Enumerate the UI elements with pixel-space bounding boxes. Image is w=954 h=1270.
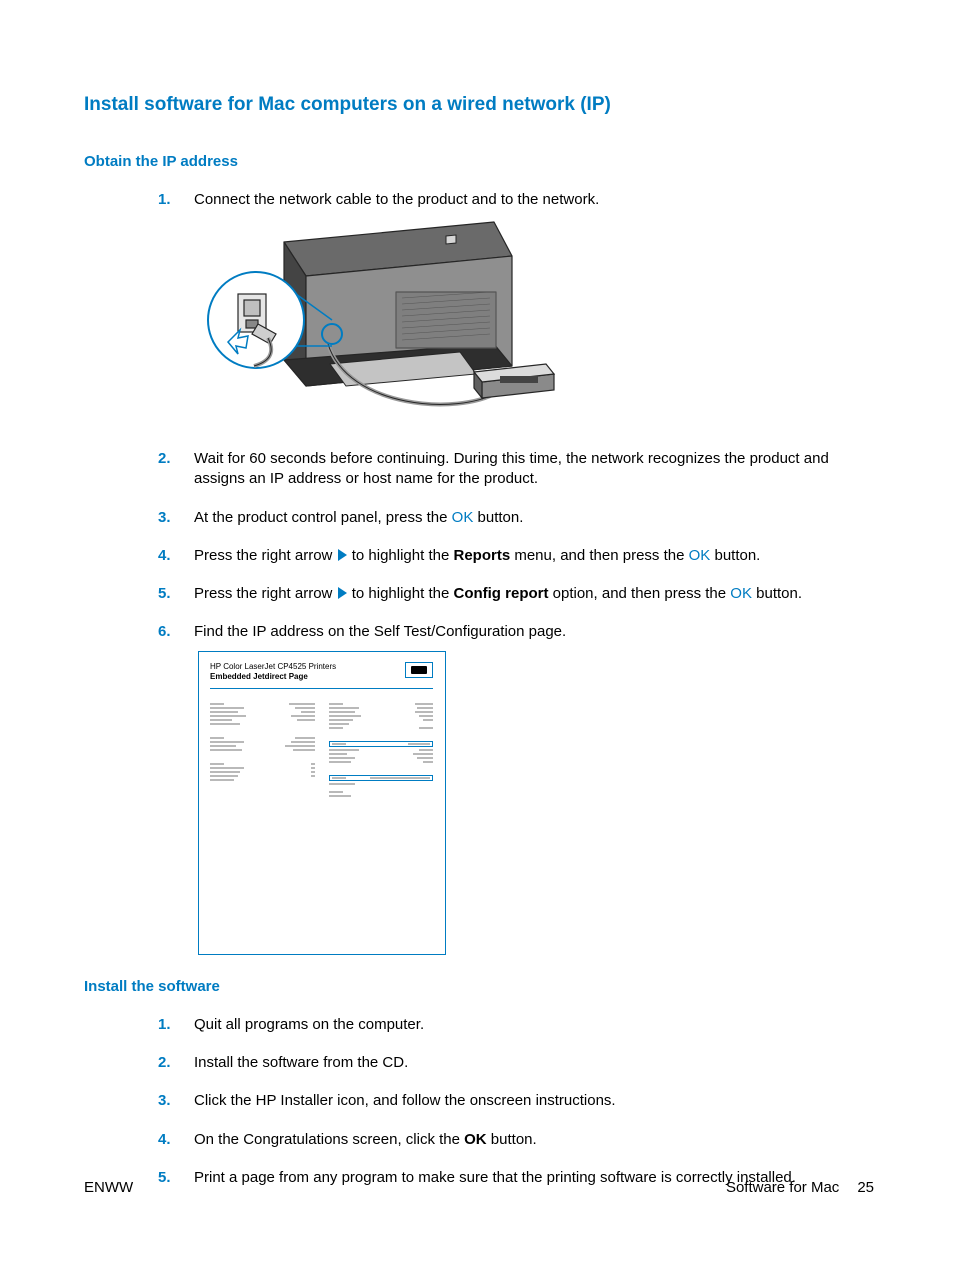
config-sub: Embedded Jetdirect Page (210, 672, 399, 682)
step-text-c: option, and then press the (548, 585, 730, 602)
step-text-a: Press the right arrow (194, 547, 337, 564)
step-2: Install the software from the CD. (158, 1053, 874, 1073)
footer-left: ENWW (84, 1178, 133, 1198)
step-3: Click the HP Installer icon, and follow … (158, 1091, 874, 1111)
step-text-d: button. (710, 547, 760, 564)
step-2: Wait for 60 seconds before continuing. D… (158, 449, 874, 490)
step-text-b: button. (487, 1131, 537, 1148)
step-text-c: menu, and then press the (510, 547, 688, 564)
step-text-b: button. (473, 509, 523, 526)
step-text: Quit all programs on the computer. (194, 1016, 424, 1033)
step-text-b: to highlight the (348, 585, 454, 602)
step-text-b: to highlight the (348, 547, 454, 564)
bold-config: Config report (453, 585, 548, 602)
bold-ok: OK (464, 1131, 487, 1148)
footer-section: Software for Mac (726, 1178, 839, 1198)
step-text-a: At the product control panel, press the (194, 509, 452, 526)
printer-diagram (198, 216, 560, 431)
step-text: Wait for 60 seconds before continuing. D… (194, 450, 829, 487)
config-title: HP Color LaserJet CP4525 Printers (210, 662, 399, 672)
ok-text: OK (452, 509, 474, 526)
section-install-software: Install the software (84, 977, 874, 997)
step-4: Press the right arrow to highlight the R… (158, 546, 874, 566)
step-1: Connect the network cable to the product… (158, 190, 874, 431)
section-obtain-ip: Obtain the IP address (84, 152, 874, 172)
footer-page-number: 25 (857, 1178, 874, 1198)
hp-logo-icon (405, 662, 433, 678)
steps-obtain-ip: Connect the network cable to the product… (158, 190, 874, 955)
step-5: Press the right arrow to highlight the C… (158, 584, 874, 604)
right-arrow-icon (338, 549, 347, 561)
right-arrow-icon (338, 587, 347, 599)
step-text: Click the HP Installer icon, and follow … (194, 1092, 616, 1109)
step-text: Find the IP address on the Self Test/Con… (194, 623, 566, 640)
step-1: Quit all programs on the computer. (158, 1015, 874, 1035)
step-3: At the product control panel, press the … (158, 508, 874, 528)
config-body (210, 703, 433, 809)
step-text: Install the software from the CD. (194, 1054, 408, 1071)
bold-reports: Reports (453, 547, 510, 564)
step-text-a: Press the right arrow (194, 585, 337, 602)
steps-install-software: Quit all programs on the computer. Insta… (158, 1015, 874, 1188)
page-footer: ENWW Software for Mac 25 (84, 1178, 874, 1198)
page-title: Install software for Mac computers on a … (84, 92, 874, 118)
ok-text: OK (689, 547, 711, 564)
step-text-a: On the Congratulations screen, click the (194, 1131, 464, 1148)
step-text: Connect the network cable to the product… (194, 191, 599, 208)
config-page-diagram: HP Color LaserJet CP4525 Printers Embedd… (198, 651, 446, 955)
step-4: On the Congratulations screen, click the… (158, 1130, 874, 1150)
step-6: Find the IP address on the Self Test/Con… (158, 622, 874, 954)
step-text-d: button. (752, 585, 802, 602)
ok-text: OK (730, 585, 752, 602)
